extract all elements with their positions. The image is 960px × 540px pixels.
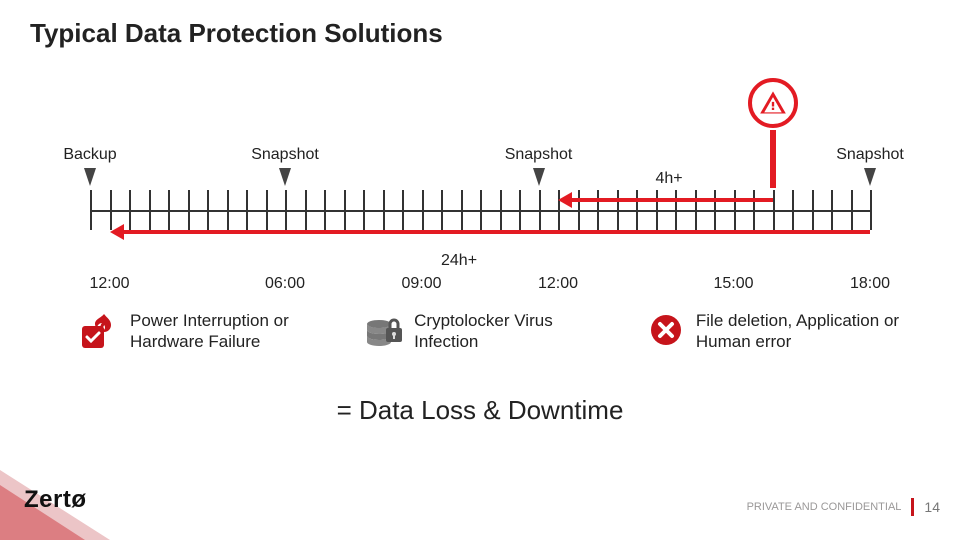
timeline-tick (851, 190, 853, 230)
timeline-tick (363, 190, 365, 230)
legend: Power Interruption or Hardware Failure C… (80, 310, 900, 353)
confidential-label: PRIVATE AND CONFIDENTIAL (747, 501, 902, 513)
time-label: 06:00 (265, 275, 305, 293)
timeline-tick (480, 190, 482, 230)
timeline-chart: 4h+24h+ (90, 170, 870, 250)
legend-item-delete: File deletion, Application or Human erro… (646, 310, 900, 353)
page-title: Typical Data Protection Solutions (30, 18, 443, 49)
loss-arrow (558, 196, 773, 204)
timeline-tick (344, 190, 346, 230)
loss-label: 4h+ (656, 170, 683, 188)
loss-label: 24h+ (441, 252, 477, 270)
footer: PRIVATE AND CONFIDENTIAL 14 (747, 498, 940, 516)
timeline-tick (227, 190, 229, 230)
timeline-tick (422, 190, 424, 230)
page-number: 14 (924, 499, 940, 515)
timeline-tick (246, 190, 248, 230)
loss-arrow (110, 228, 871, 236)
legend-label: Power Interruption or Hardware Failure (130, 310, 334, 353)
legend-label: File deletion, Application or Human erro… (696, 310, 900, 353)
event-label: Backup (63, 146, 116, 164)
timeline-tick (90, 190, 92, 230)
timeline-tick (305, 190, 307, 230)
time-label: 12:00 (538, 275, 578, 293)
event-label: Snapshot (505, 146, 573, 164)
timeline-tick (324, 190, 326, 230)
event-label: Snapshot (836, 146, 904, 164)
timeline-tick (441, 190, 443, 230)
page-separator (911, 498, 914, 516)
timeline-tick (188, 190, 190, 230)
time-label: 18:00 (850, 275, 890, 293)
legend-label: Cryptolocker Virus Infection (414, 310, 616, 353)
event-label: Snapshot (251, 146, 319, 164)
x-circle-icon (646, 310, 686, 350)
timeline-tick (870, 190, 872, 230)
timeline-tick (207, 190, 209, 230)
timeline-tick (831, 190, 833, 230)
timeline-tick (149, 190, 151, 230)
timeline-tick (461, 190, 463, 230)
timeline-tick (168, 190, 170, 230)
time-label: 09:00 (401, 275, 441, 293)
timeline-tick (812, 190, 814, 230)
timeline-tick (519, 190, 521, 230)
time-label: 12:00 (89, 275, 129, 293)
timeline-tick (402, 190, 404, 230)
timeline-tick (539, 190, 541, 230)
timeline-tick (383, 190, 385, 230)
slide: { "title": "Typical Data Protection Solu… (0, 0, 960, 540)
alert-icon (748, 78, 798, 128)
timeline-tick (285, 190, 287, 230)
lock-db-icon (364, 310, 404, 350)
logo: Zertø (24, 486, 87, 514)
legend-item-crypto: Cryptolocker Virus Infection (364, 310, 616, 353)
timeline-tick (129, 190, 131, 230)
timeline-tick (500, 190, 502, 230)
conclusion-text: = Data Loss & Downtime (0, 395, 960, 426)
legend-item-power: Power Interruption or Hardware Failure (80, 310, 334, 353)
timeline-tick (773, 190, 775, 230)
fire-check-icon (80, 310, 120, 350)
timeline-tick (266, 190, 268, 230)
time-label: 15:00 (713, 275, 753, 293)
timeline-tick (792, 190, 794, 230)
